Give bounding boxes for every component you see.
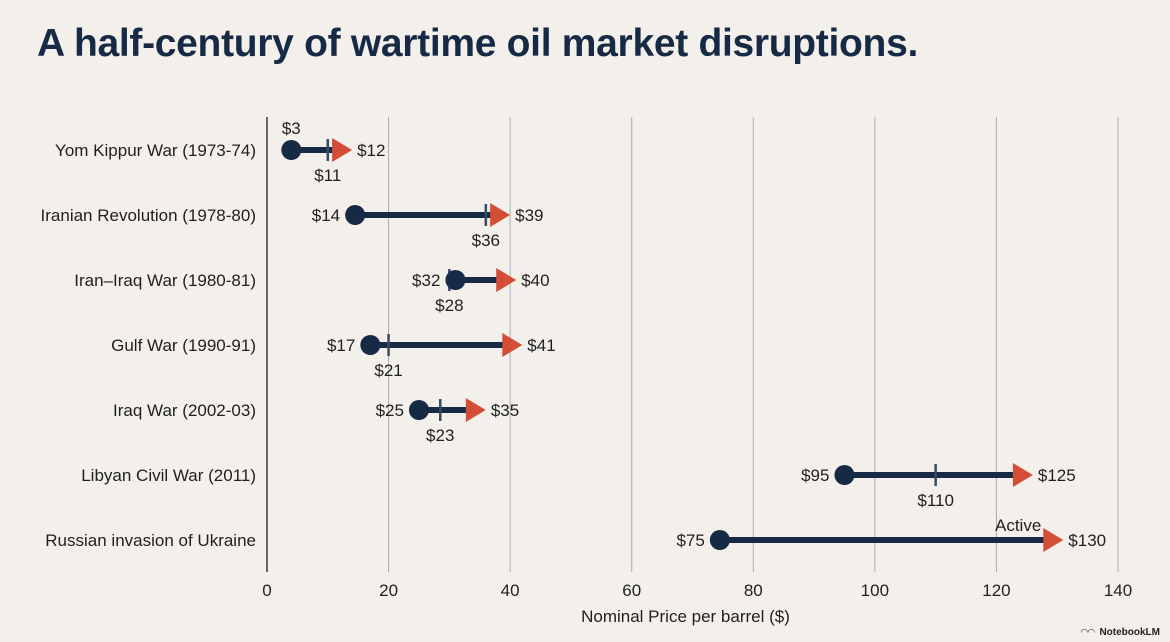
end-value-label: $41	[527, 336, 555, 355]
end-value-label: $130	[1068, 531, 1106, 550]
x-tick-label: 40	[501, 581, 520, 600]
x-tick-label: 120	[982, 581, 1010, 600]
mid-value-label: $36	[472, 231, 500, 250]
mid-value-label: $110	[917, 491, 954, 510]
start-point	[834, 465, 855, 485]
x-axis-title: Nominal Price per barrel ($)	[581, 607, 790, 626]
start-point	[709, 530, 730, 550]
mid-value-label: $11	[314, 166, 341, 185]
notebooklm-icon: ◠◠	[1080, 627, 1095, 637]
category-label: Libyan Civil War (2011)	[81, 466, 256, 485]
category-label: Iraq War (2002-03)	[113, 401, 256, 420]
start-point	[281, 140, 302, 160]
end-value-label: $40	[521, 271, 549, 290]
x-tick-label: 60	[622, 581, 641, 600]
start-value-label: $75	[676, 531, 704, 550]
start-value-label: $25	[376, 401, 404, 420]
end-arrow	[1043, 528, 1064, 552]
category-label: Yom Kippur War (1973-74)	[55, 141, 256, 160]
start-point	[360, 335, 381, 355]
status-note: Active	[995, 516, 1041, 535]
x-tick-label: 20	[379, 581, 398, 600]
start-point	[345, 205, 366, 225]
x-tick-label: 0	[262, 581, 271, 600]
category-label: Iran–Iraq War (1980-81)	[74, 271, 256, 290]
start-value-label: $3	[282, 119, 301, 138]
x-tick-label: 140	[1104, 581, 1132, 600]
brand-watermark: ◠◠ NotebookLM	[1081, 627, 1160, 638]
chart-title: A half-century of wartime oil market dis…	[37, 22, 919, 65]
end-value-label: $39	[515, 206, 543, 225]
category-label: Russian invasion of Ukraine	[45, 531, 256, 550]
end-arrow	[1012, 463, 1033, 487]
mid-value-label: $28	[435, 296, 463, 315]
end-arrow	[465, 398, 486, 422]
start-point	[445, 270, 466, 290]
x-tick-label: 80	[744, 581, 763, 600]
end-value-label: $35	[491, 401, 519, 420]
end-value-label: $12	[357, 141, 385, 160]
start-value-label: $14	[312, 206, 340, 225]
end-arrow	[332, 138, 353, 162]
brand-label: NotebookLM	[1099, 627, 1160, 638]
end-arrow	[490, 203, 511, 227]
start-value-label: $32	[412, 271, 440, 290]
mid-value-label: $23	[426, 426, 454, 445]
start-point	[408, 400, 429, 420]
category-label: Iranian Revolution (1978-80)	[41, 206, 256, 225]
start-value-label: $17	[327, 336, 355, 355]
x-tick-label: 100	[861, 581, 889, 600]
end-arrow	[502, 333, 523, 357]
end-arrow	[496, 268, 517, 292]
start-value-label: $95	[801, 466, 829, 485]
end-value-label: $125	[1038, 466, 1076, 485]
category-label: Gulf War (1990-91)	[111, 336, 256, 355]
mid-value-label: $21	[374, 361, 402, 380]
